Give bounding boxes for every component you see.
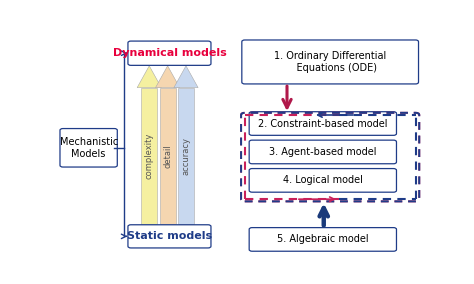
- Polygon shape: [178, 88, 194, 224]
- Text: accuracy: accuracy: [182, 137, 191, 175]
- FancyBboxPatch shape: [249, 112, 396, 135]
- FancyBboxPatch shape: [60, 129, 117, 167]
- Text: Static models: Static models: [127, 231, 212, 241]
- Text: 4. Logical model: 4. Logical model: [283, 176, 363, 185]
- FancyBboxPatch shape: [249, 140, 396, 164]
- Polygon shape: [160, 88, 176, 224]
- FancyBboxPatch shape: [249, 227, 396, 251]
- FancyBboxPatch shape: [242, 40, 419, 84]
- FancyBboxPatch shape: [128, 41, 211, 65]
- FancyBboxPatch shape: [128, 225, 211, 248]
- Text: 3. Agent-based model: 3. Agent-based model: [269, 147, 376, 157]
- Text: 1. Ordinary Differential
    Equations (ODE): 1. Ordinary Differential Equations (ODE): [274, 51, 386, 73]
- Text: 5. Algebraic model: 5. Algebraic model: [277, 234, 369, 245]
- Text: Dynamical models: Dynamical models: [113, 48, 226, 58]
- FancyBboxPatch shape: [249, 169, 396, 192]
- Text: detail: detail: [163, 144, 172, 168]
- Text: 2. Constraint-based model: 2. Constraint-based model: [258, 118, 388, 129]
- Polygon shape: [141, 88, 157, 224]
- Polygon shape: [137, 66, 161, 88]
- Polygon shape: [155, 66, 180, 88]
- Text: Mechanistic
Models: Mechanistic Models: [60, 137, 118, 159]
- Text: complexity: complexity: [145, 133, 154, 179]
- Polygon shape: [174, 66, 198, 88]
